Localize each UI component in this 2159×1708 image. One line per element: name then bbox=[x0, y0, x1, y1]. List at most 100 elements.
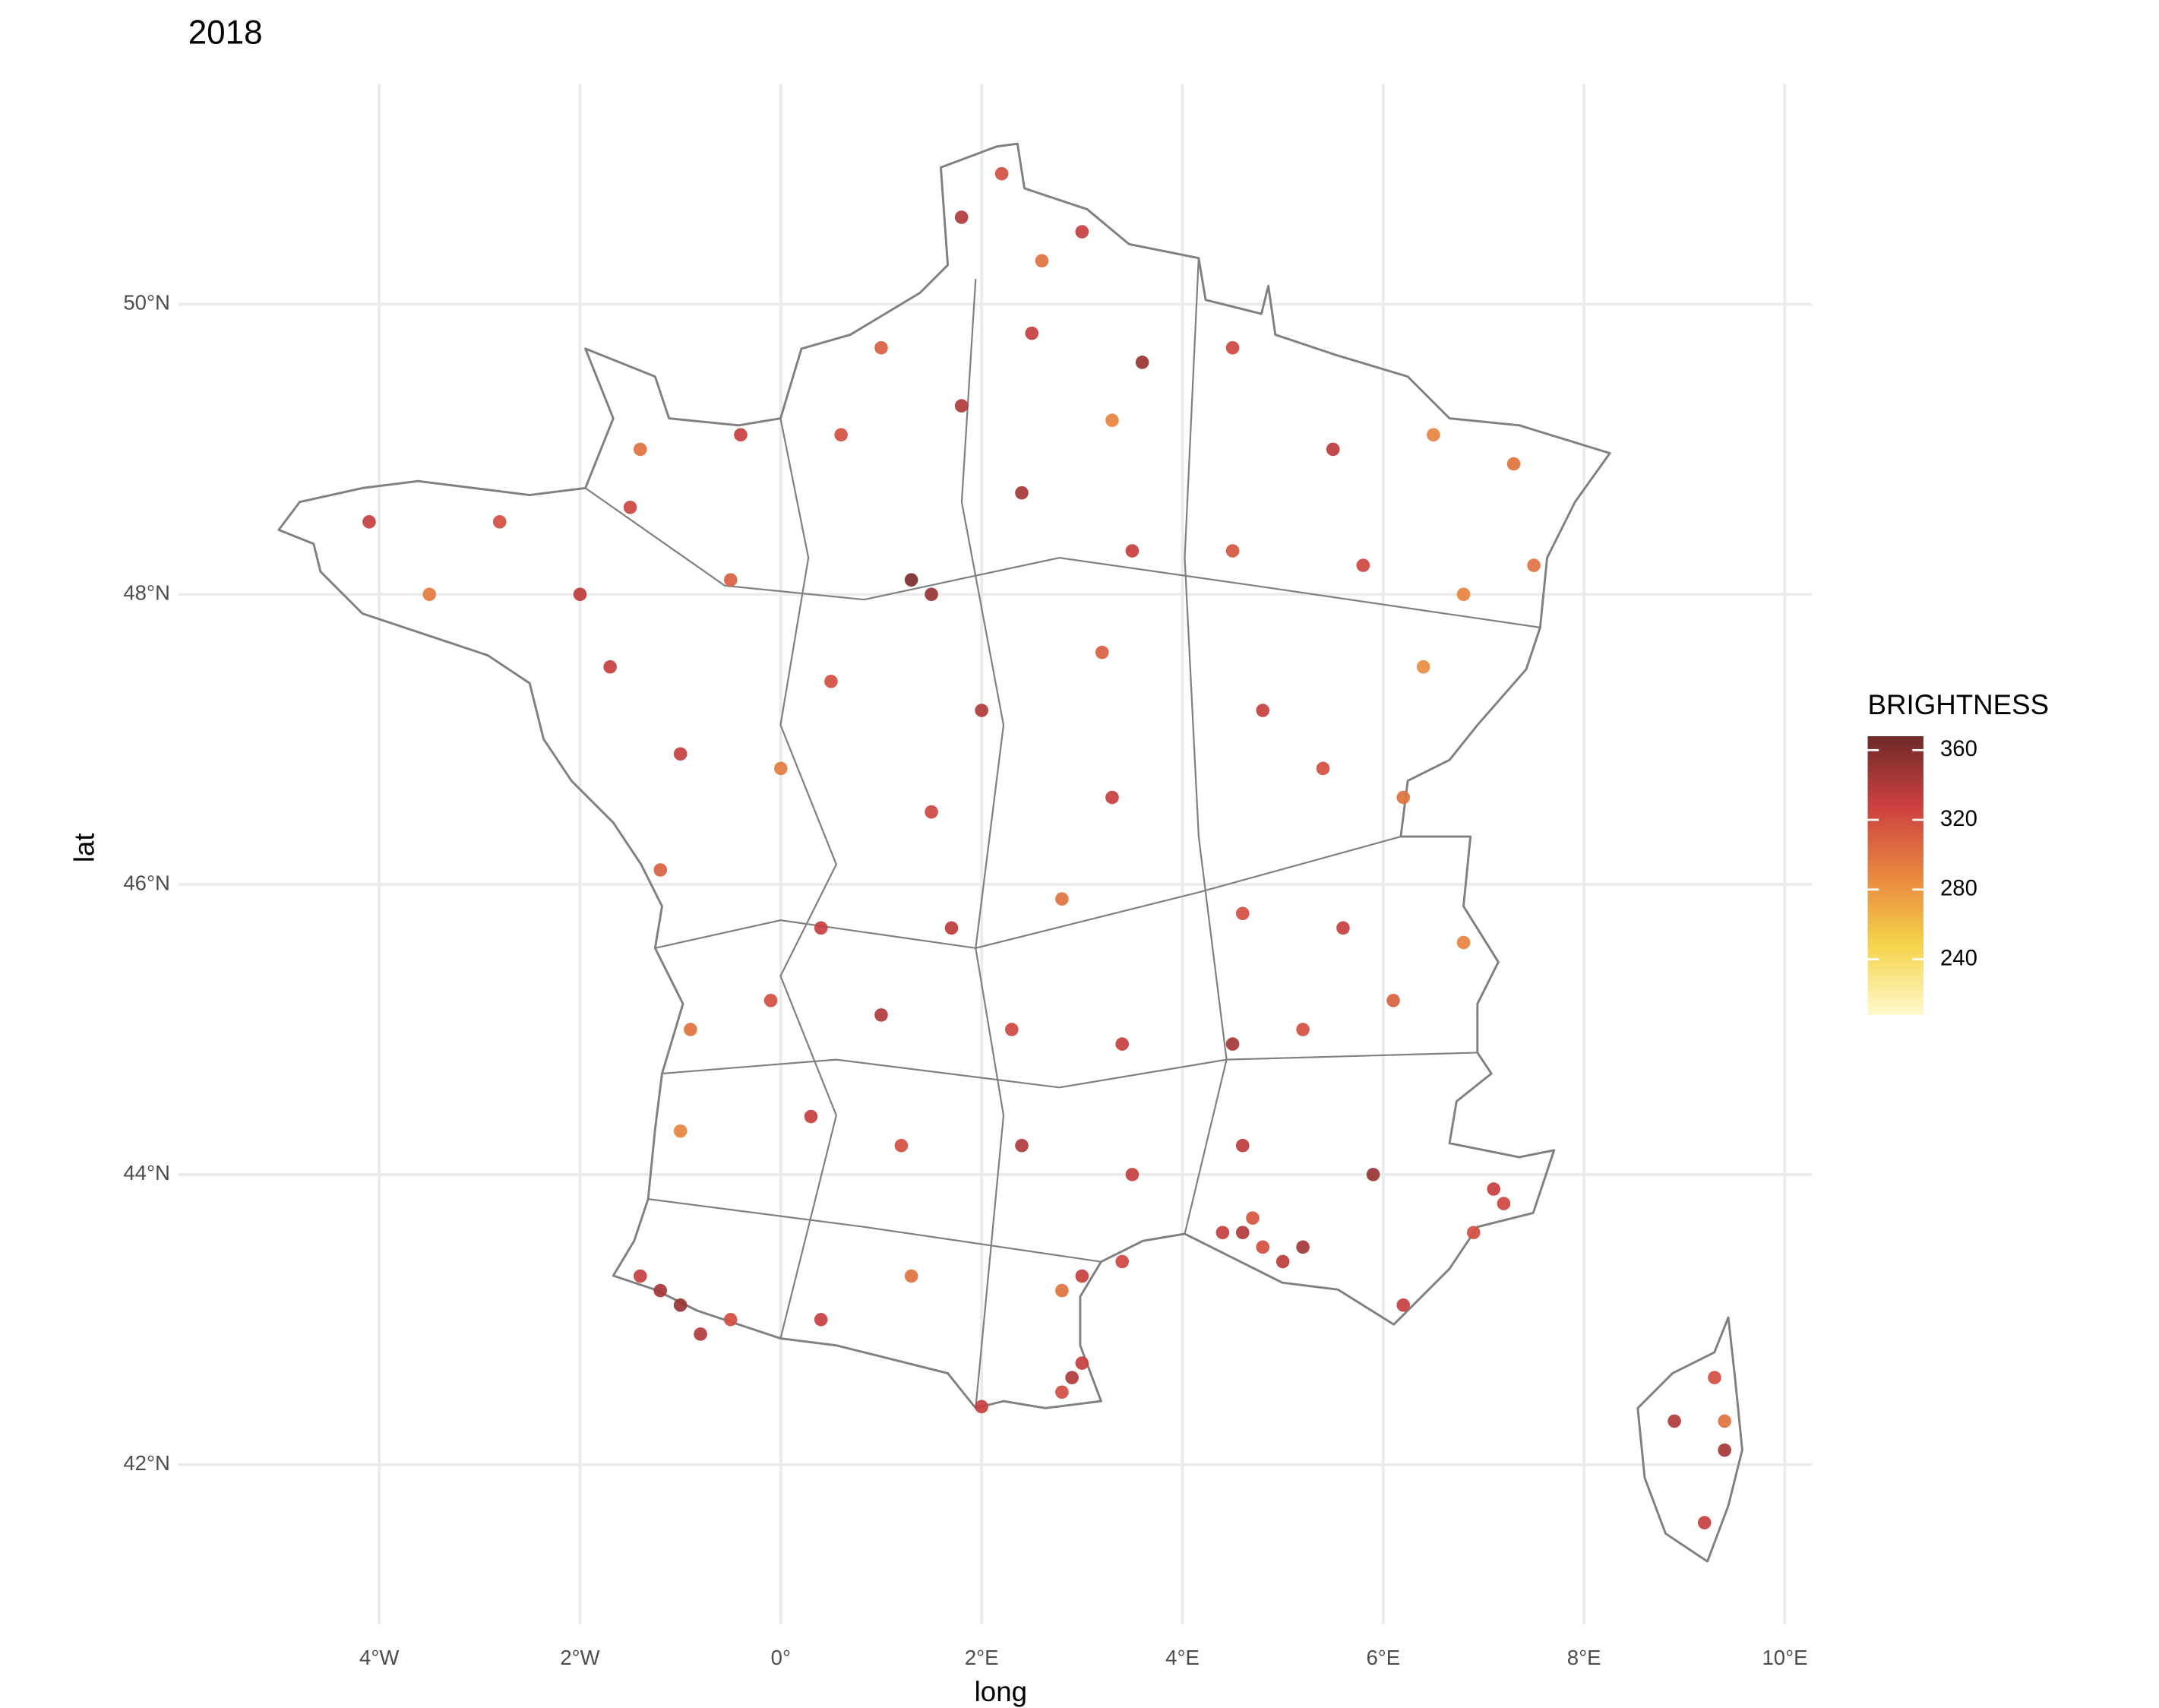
y-tick-label: 42°N bbox=[123, 1451, 169, 1475]
fire-point bbox=[362, 515, 376, 529]
fire-point bbox=[1075, 225, 1089, 239]
y-tick-label: 50°N bbox=[123, 291, 169, 315]
fire-point bbox=[954, 399, 969, 413]
fire-point bbox=[904, 573, 918, 587]
fire-point bbox=[1035, 254, 1049, 268]
fire-point bbox=[1708, 1371, 1721, 1384]
fire-point bbox=[1356, 558, 1370, 572]
y-axis-title: lat bbox=[68, 833, 100, 862]
fire-point bbox=[694, 1327, 707, 1341]
fire-point bbox=[1506, 457, 1521, 471]
fire-point bbox=[774, 761, 788, 776]
fire-point bbox=[1235, 1226, 1250, 1240]
fire-point bbox=[723, 1312, 738, 1327]
fire-point bbox=[1527, 558, 1541, 572]
fire-point bbox=[814, 1312, 828, 1327]
fire-point bbox=[1015, 486, 1029, 500]
fire-point bbox=[653, 1283, 668, 1298]
fire-point bbox=[1456, 935, 1471, 950]
fire-point bbox=[1275, 1254, 1290, 1269]
x-tick-label: 4°E bbox=[1165, 1646, 1200, 1669]
legend-title: BRIGHTNESS bbox=[1868, 689, 2050, 720]
fire-point bbox=[1396, 1298, 1411, 1312]
x-axis-title: long bbox=[975, 1676, 1027, 1707]
fire-point bbox=[1456, 587, 1471, 602]
fire-point bbox=[834, 428, 848, 442]
fire-point bbox=[684, 1023, 697, 1036]
x-tick-label: 2°E bbox=[965, 1646, 999, 1669]
fire-point bbox=[1115, 1254, 1129, 1269]
fire-point bbox=[1366, 1168, 1380, 1181]
fire-point bbox=[1055, 892, 1069, 906]
fire-point bbox=[1396, 790, 1411, 805]
fire-point bbox=[633, 442, 647, 457]
fire-point bbox=[1055, 1385, 1069, 1400]
fire-point bbox=[1497, 1197, 1511, 1210]
fire-point bbox=[874, 1008, 888, 1022]
fire-point bbox=[1105, 413, 1119, 428]
fire-point bbox=[994, 166, 1009, 181]
fire-point bbox=[603, 659, 617, 674]
chart-title: 2018 bbox=[188, 14, 263, 52]
fire-point bbox=[734, 428, 748, 442]
fire-point bbox=[1697, 1516, 1712, 1529]
fire-point bbox=[1025, 326, 1039, 340]
fire-point bbox=[1667, 1414, 1681, 1428]
fire-point bbox=[1256, 704, 1270, 717]
colorbar-label: 360 bbox=[1940, 736, 1977, 761]
fire-point bbox=[1125, 544, 1140, 558]
fire-point bbox=[1235, 1138, 1250, 1153]
x-tick-label: 4°W bbox=[359, 1646, 399, 1669]
fire-point bbox=[673, 1124, 688, 1138]
fire-point bbox=[1004, 1023, 1019, 1036]
fire-point bbox=[1125, 1168, 1140, 1181]
y-tick-label: 48°N bbox=[123, 581, 169, 605]
fire-point bbox=[1235, 906, 1250, 921]
fire-point bbox=[1416, 659, 1430, 674]
x-tick-label: 0° bbox=[771, 1646, 791, 1669]
fire-point bbox=[1225, 544, 1240, 558]
france-outline bbox=[277, 142, 1743, 1563]
y-tick-label: 46°N bbox=[123, 871, 169, 894]
fire-point bbox=[623, 500, 637, 514]
fire-point bbox=[1326, 442, 1340, 457]
fire-point bbox=[1316, 761, 1330, 776]
x-tick-label: 8°E bbox=[1567, 1646, 1601, 1669]
fire-point bbox=[804, 1109, 818, 1124]
fire-point bbox=[1095, 645, 1109, 659]
fire-point bbox=[1718, 1414, 1731, 1428]
fire-point bbox=[1135, 356, 1149, 369]
fire-point bbox=[874, 340, 888, 355]
colorbar-label: 240 bbox=[1940, 945, 1977, 970]
fire-point bbox=[1718, 1443, 1731, 1457]
points bbox=[362, 166, 1731, 1529]
fire-point bbox=[824, 675, 838, 688]
fire-point bbox=[925, 587, 938, 602]
fire-point bbox=[1225, 340, 1240, 355]
fire-point bbox=[1296, 1240, 1310, 1254]
fire-point bbox=[904, 1269, 918, 1283]
colorbar-label: 280 bbox=[1940, 876, 1977, 901]
fire-point bbox=[723, 573, 738, 587]
fire-point bbox=[975, 704, 988, 717]
fire-point bbox=[814, 921, 828, 935]
x-tick-label: 10°E bbox=[1762, 1646, 1807, 1669]
x-tick-label: 6°E bbox=[1366, 1646, 1400, 1669]
grid bbox=[178, 84, 1813, 1624]
fire-point bbox=[653, 863, 668, 877]
fire-point bbox=[1105, 790, 1119, 805]
colorbar-label: 320 bbox=[1940, 806, 1977, 831]
fire-point bbox=[573, 587, 587, 602]
fire-point bbox=[673, 747, 688, 761]
fire-point bbox=[925, 805, 938, 819]
fire-point bbox=[422, 587, 437, 602]
fire-point bbox=[1225, 1037, 1240, 1051]
fire-point bbox=[894, 1138, 909, 1153]
region-borders bbox=[584, 258, 1541, 1409]
fire-point bbox=[1296, 1023, 1310, 1036]
x-tick-label: 2°W bbox=[560, 1646, 599, 1669]
fire-point bbox=[1336, 921, 1350, 935]
fire-point bbox=[1256, 1240, 1270, 1254]
fire-point bbox=[1487, 1182, 1500, 1196]
